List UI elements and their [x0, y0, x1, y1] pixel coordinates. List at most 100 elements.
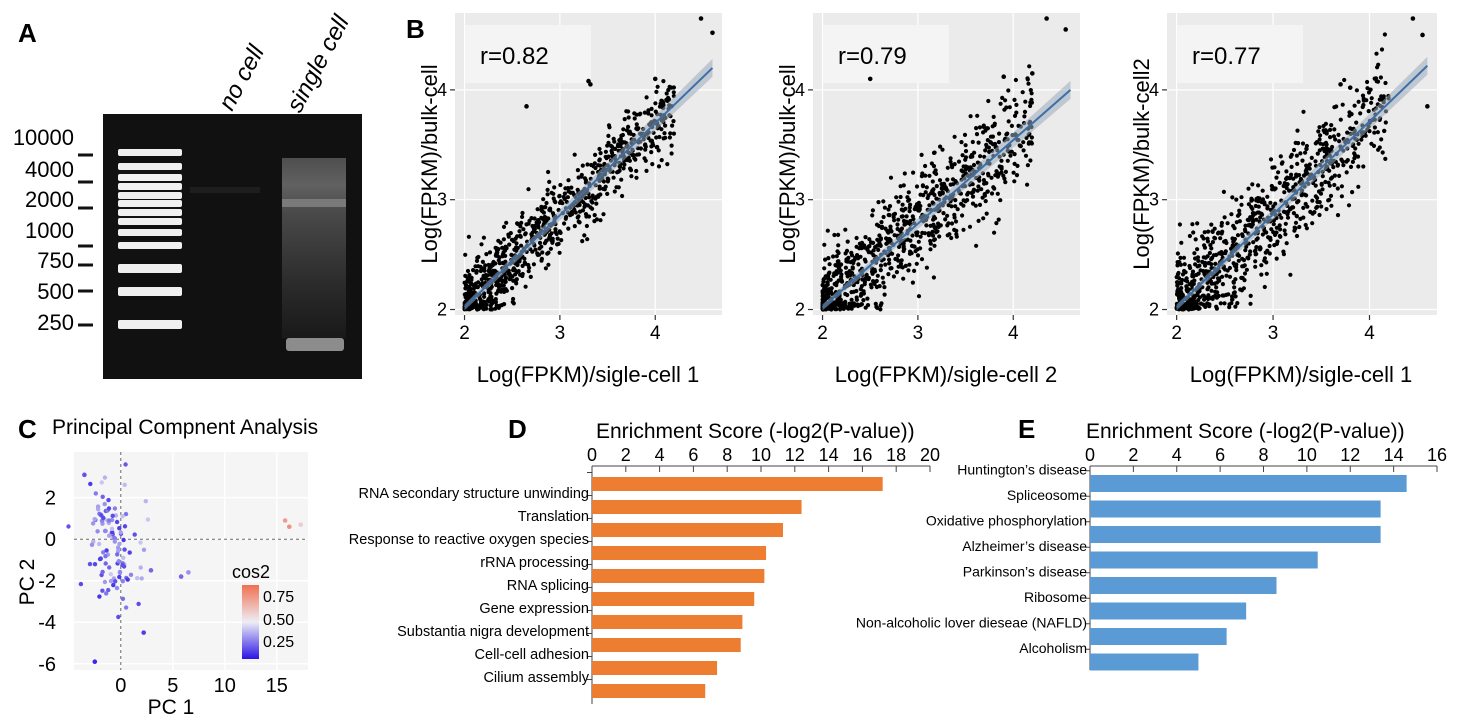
- data-point: [669, 143, 674, 148]
- data-point: [598, 163, 603, 168]
- data-point: [1363, 133, 1368, 138]
- pca-point: [82, 472, 87, 478]
- ladder-band: [118, 209, 182, 216]
- data-point: [1330, 144, 1335, 150]
- data-point: [1246, 256, 1251, 261]
- data-point: [1028, 158, 1033, 163]
- data-point: [1012, 152, 1017, 157]
- bar: [592, 500, 802, 514]
- data-point: [598, 192, 603, 197]
- data-point: [656, 148, 661, 153]
- data-point: [1250, 206, 1255, 211]
- data-point: [1219, 220, 1224, 226]
- x-tick-label: 2: [459, 323, 470, 344]
- data-point: [563, 216, 568, 221]
- data-point: [1331, 134, 1336, 139]
- ladder-band: [118, 200, 182, 207]
- data-point: [858, 293, 864, 298]
- data-point: [1243, 223, 1248, 228]
- data-point: [974, 126, 979, 131]
- y-axis-label: Log(FPKM)/bulk-cell: [417, 64, 442, 263]
- correlation-box: [465, 25, 591, 83]
- data-point: [622, 162, 627, 167]
- pca-point: [298, 522, 304, 527]
- ladder-band: [118, 229, 182, 236]
- data-point: [576, 214, 581, 219]
- data-point: [507, 277, 512, 282]
- data-point: [843, 227, 848, 232]
- bar: [592, 546, 767, 560]
- data-point: [1182, 262, 1187, 267]
- ladder-band: [118, 149, 182, 156]
- data-point: [655, 144, 660, 150]
- data-point: [1341, 163, 1346, 168]
- data-point: [1369, 100, 1374, 105]
- data-point: [1366, 109, 1371, 114]
- pca-point: [136, 601, 141, 607]
- data-point: [1231, 223, 1236, 228]
- data-point: [1214, 304, 1219, 309]
- data-point: [555, 236, 560, 241]
- data-point: [1340, 102, 1345, 107]
- x-tick-label: 2: [1128, 445, 1138, 465]
- data-point: [861, 298, 866, 303]
- category-label: Alzheimer’s disease: [962, 538, 1087, 554]
- data-point: [1201, 255, 1206, 260]
- data-point: [1213, 293, 1218, 298]
- data-point: [663, 135, 668, 140]
- data-point: [932, 170, 937, 175]
- x-axis-label: Log(FPKM)/sigle-cell 2: [835, 362, 1058, 387]
- data-point: [1029, 91, 1034, 96]
- data-point: [1206, 285, 1211, 290]
- data-point: [622, 117, 627, 122]
- data-point: [959, 140, 964, 145]
- data-point: [985, 189, 990, 194]
- data-point: [628, 131, 634, 136]
- data-point: [1246, 186, 1251, 191]
- data-point: [839, 278, 844, 283]
- data-point: [509, 286, 515, 291]
- data-point: [956, 159, 962, 164]
- data-point: [834, 254, 839, 259]
- data-point: [587, 195, 592, 200]
- y-tick-label: 4: [1149, 80, 1159, 100]
- data-point: [931, 164, 937, 169]
- data-point: [474, 258, 480, 263]
- data-point: [671, 85, 677, 90]
- pca-point: [108, 572, 114, 577]
- data-point: [887, 204, 893, 209]
- data-point: [546, 169, 551, 175]
- data-point: [1342, 77, 1347, 83]
- data-point: [1240, 232, 1245, 237]
- pca-point: [138, 565, 143, 570]
- data-point: [961, 227, 966, 232]
- data-point: [474, 270, 479, 275]
- data-point: [878, 303, 883, 308]
- data-point: [1317, 189, 1322, 194]
- data-point: [1253, 259, 1258, 264]
- data-point: [823, 286, 828, 291]
- data-point: [901, 244, 906, 249]
- y-axis-label: PC 2: [16, 559, 39, 606]
- data-point: [1222, 267, 1228, 272]
- data-point: [1333, 137, 1338, 142]
- data-point: [986, 173, 991, 178]
- data-point: [844, 304, 849, 310]
- data-point: [1220, 274, 1225, 279]
- data-point: [597, 146, 602, 152]
- data-point: [902, 222, 907, 227]
- data-point: [991, 114, 996, 119]
- data-point: [1315, 151, 1320, 156]
- data-point: [898, 184, 903, 189]
- data-point: [565, 186, 571, 191]
- scatter-plot-b3: 2 3 4 2 3 4 r=0.77 Log(FPKM)/sigle-cell 1 Log(FP…: [1129, 13, 1437, 387]
- data-point: [621, 166, 626, 171]
- data-point: [977, 125, 983, 130]
- single-cell-band-high: [282, 199, 346, 207]
- data-point: [659, 158, 664, 163]
- data-point: [537, 240, 543, 245]
- data-point: [543, 266, 549, 271]
- data-point: [971, 162, 977, 168]
- data-point: [967, 224, 973, 229]
- legend-label: 0.25: [263, 634, 294, 651]
